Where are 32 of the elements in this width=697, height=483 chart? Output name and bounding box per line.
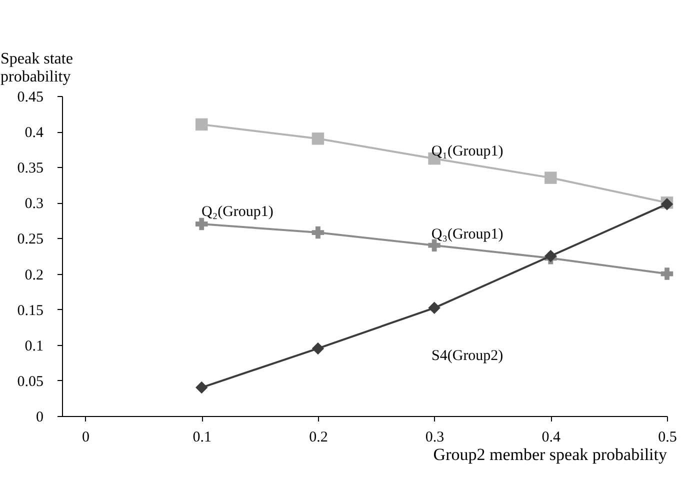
annotation: S4(Group2) — [432, 348, 504, 364]
x-tick-label: 0.4 — [542, 430, 562, 446]
y-axis-title: Speak state probability — [0, 50, 73, 86]
annotation: Q₂(Group1) — [202, 204, 274, 220]
y-tick-label: 0.15 — [17, 302, 44, 319]
x-tick-label: 0.5 — [658, 430, 677, 446]
y-tick-label: 0.1 — [24, 338, 44, 354]
point — [195, 218, 208, 230]
point — [544, 250, 557, 262]
point — [544, 172, 557, 184]
x-tick-label: 0.3 — [425, 430, 444, 446]
point — [312, 226, 324, 239]
point — [195, 118, 208, 131]
annotation: Q₃(Group1) — [431, 226, 504, 243]
y-tick-label: 0.45 — [17, 90, 44, 106]
y-tick-label: 0.2 — [24, 267, 44, 284]
x-tick-label: 0 — [82, 430, 90, 446]
y-tick-label: 0.05 — [17, 374, 44, 390]
y-tick-label: 0 — [36, 410, 44, 426]
y-tick-label: 0.3 — [24, 196, 44, 212]
point — [312, 342, 324, 355]
annotation: Q₁(Group1) — [431, 143, 504, 160]
point — [428, 302, 440, 314]
x-tick-label: 0.2 — [309, 430, 328, 446]
x-tick-label: 0.1 — [192, 430, 212, 446]
y-tick-label: 0.4 — [24, 125, 44, 142]
y-tick-label: 0.25 — [17, 232, 44, 248]
point — [195, 381, 208, 394]
x-axis-title: Group2 member speak probability — [433, 445, 668, 464]
point — [660, 268, 674, 280]
y-tick-label: 0.35 — [17, 160, 44, 177]
point — [312, 132, 324, 145]
